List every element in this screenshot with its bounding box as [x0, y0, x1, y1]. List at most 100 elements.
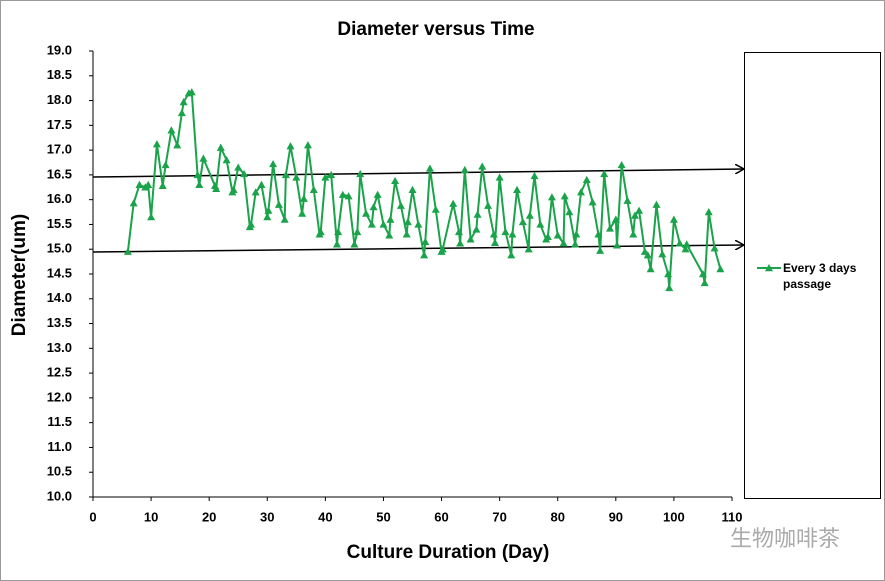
- data-point: [292, 173, 301, 181]
- legend-box: [744, 52, 881, 499]
- data-point: [321, 173, 330, 181]
- data-point: [449, 199, 458, 207]
- x-tick-label: 80: [550, 509, 564, 524]
- data-point: [612, 241, 621, 249]
- reference-arrow: [92, 245, 744, 253]
- y-tick-label: 10.0: [47, 488, 72, 503]
- data-point: [700, 278, 709, 287]
- data-point: [623, 196, 632, 204]
- data-point: [420, 251, 429, 259]
- data-point: [369, 203, 378, 211]
- data-point: [594, 230, 603, 238]
- data-point: [353, 227, 362, 236]
- data-point: [247, 220, 256, 228]
- data-point: [386, 215, 395, 223]
- data-point: [425, 164, 434, 172]
- data-point: [299, 194, 308, 202]
- data-point: [495, 173, 504, 181]
- data-point: [630, 211, 639, 219]
- data-point: [129, 199, 138, 207]
- data-point: [530, 171, 539, 180]
- data-point: [716, 265, 725, 273]
- data-point: [161, 160, 170, 169]
- data-point: [478, 162, 487, 170]
- data-point: [611, 215, 620, 223]
- data-point: [298, 209, 307, 217]
- data-point: [646, 265, 655, 273]
- y-tick-label: 17.0: [47, 142, 72, 157]
- data-point: [234, 163, 243, 171]
- data-point: [576, 188, 585, 196]
- data-point: [385, 231, 394, 239]
- y-tick-label: 18.0: [47, 92, 72, 107]
- data-point: [643, 251, 652, 259]
- data-point: [274, 200, 283, 208]
- data-point: [222, 156, 231, 164]
- y-tick-label: 13.5: [47, 315, 72, 330]
- data-point: [547, 193, 556, 201]
- y-tick-label: 11.0: [47, 439, 72, 454]
- data-point: [367, 220, 376, 228]
- data-point: [338, 190, 347, 198]
- data-point: [257, 180, 266, 188]
- y-tick-label: 19.0: [47, 42, 72, 57]
- data-point: [681, 245, 690, 253]
- legend-marker: [765, 264, 773, 272]
- data-point: [263, 213, 272, 221]
- data-point: [373, 190, 382, 198]
- x-tick-label: 30: [260, 509, 274, 524]
- y-tick-label: 14.0: [47, 290, 72, 305]
- data-point: [177, 108, 186, 117]
- data-point: [484, 201, 493, 209]
- data-point: [536, 220, 545, 228]
- y-tick-label: 13.0: [47, 340, 72, 355]
- data-point: [135, 180, 144, 188]
- data-point: [473, 210, 482, 218]
- data-point: [316, 227, 325, 236]
- y-tick-label: 14.5: [47, 265, 72, 280]
- data-point: [617, 160, 626, 169]
- data-point: [635, 206, 644, 214]
- data-point: [513, 185, 522, 193]
- data-point: [501, 227, 510, 236]
- data-point: [698, 270, 707, 278]
- data-point: [524, 245, 533, 253]
- data-point: [216, 143, 225, 151]
- data-point: [543, 232, 552, 241]
- data-point: [596, 246, 605, 254]
- x-tick-label: 60: [434, 509, 448, 524]
- data-point: [408, 185, 417, 193]
- x-tick-label: 50: [376, 509, 390, 524]
- data-point: [472, 225, 481, 233]
- data-point: [158, 181, 167, 189]
- y-tick-label: 16.0: [47, 191, 72, 206]
- data-point: [704, 208, 713, 216]
- data-point: [414, 220, 423, 228]
- x-tick-label: 70: [492, 509, 506, 524]
- data-point: [229, 185, 238, 193]
- data-point: [199, 154, 208, 162]
- reference-arrow: [92, 169, 744, 178]
- data-point: [123, 247, 132, 255]
- data-point: [710, 244, 719, 252]
- data-point: [571, 240, 580, 248]
- data-point: [421, 237, 430, 245]
- watermark: 生物咖啡茶: [730, 526, 840, 551]
- y-tick-label: 10.5: [47, 464, 72, 479]
- data-point: [350, 240, 359, 248]
- data-point: [658, 250, 667, 258]
- x-axis-title: Culture Duration (Day): [347, 542, 550, 563]
- y-tick-label: 15.5: [47, 216, 72, 231]
- data-point: [553, 231, 562, 239]
- data-point: [565, 208, 574, 216]
- y-tick-label: 18.5: [47, 67, 72, 82]
- data-point: [518, 217, 527, 226]
- data-point: [396, 201, 405, 209]
- data-point: [280, 215, 289, 223]
- y-tick-label: 16.5: [47, 166, 72, 181]
- x-tick-label: 90: [609, 509, 623, 524]
- data-point: [572, 230, 581, 238]
- data-point: [675, 239, 684, 247]
- data-point: [167, 126, 176, 134]
